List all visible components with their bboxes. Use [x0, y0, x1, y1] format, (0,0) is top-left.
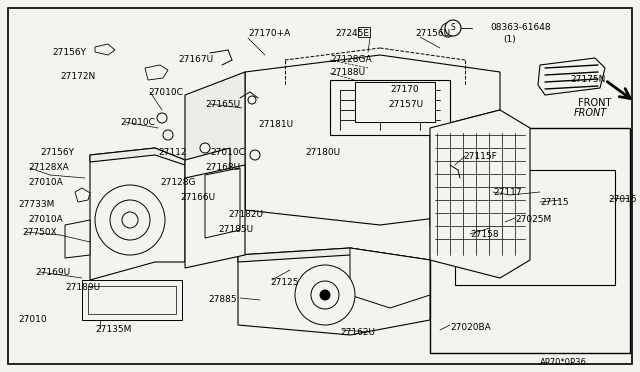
Polygon shape: [65, 220, 90, 258]
Polygon shape: [90, 148, 185, 280]
Bar: [455, 170, 615, 285]
Circle shape: [311, 281, 339, 309]
Circle shape: [95, 185, 165, 255]
Bar: [88, 286, 176, 314]
Text: 27172N: 27172N: [60, 72, 95, 81]
Circle shape: [248, 96, 256, 104]
Text: 27165U: 27165U: [205, 100, 240, 109]
Text: 27156U: 27156U: [415, 29, 450, 38]
Text: 27135M: 27135M: [95, 325, 131, 334]
Text: FRONT: FRONT: [574, 108, 607, 118]
Text: 27167U: 27167U: [178, 55, 213, 64]
Circle shape: [320, 290, 330, 300]
Polygon shape: [75, 188, 90, 202]
Bar: [330, 80, 450, 135]
Text: 27112: 27112: [158, 148, 186, 157]
Text: S: S: [451, 23, 456, 32]
Polygon shape: [95, 44, 115, 55]
Text: 27128XA: 27128XA: [28, 163, 68, 172]
Bar: [430, 128, 630, 353]
Polygon shape: [245, 55, 500, 225]
Polygon shape: [90, 148, 185, 165]
Polygon shape: [350, 248, 430, 308]
Text: 27115: 27115: [540, 198, 568, 207]
Text: 27166U: 27166U: [180, 193, 215, 202]
Circle shape: [163, 130, 173, 140]
Circle shape: [445, 20, 461, 36]
Text: 27117: 27117: [493, 188, 522, 197]
Bar: [82, 280, 182, 320]
Circle shape: [441, 23, 455, 37]
Text: 27010C: 27010C: [120, 118, 155, 127]
Text: 27182U: 27182U: [228, 210, 263, 219]
Text: 27169U: 27169U: [35, 268, 70, 277]
Text: 27181U: 27181U: [258, 120, 293, 129]
Polygon shape: [430, 110, 500, 225]
Text: 27168U: 27168U: [205, 163, 240, 172]
Text: 27750X: 27750X: [22, 228, 57, 237]
Text: (1): (1): [503, 35, 516, 44]
Text: 27175N: 27175N: [570, 75, 605, 84]
Text: 27885: 27885: [208, 295, 237, 304]
Text: 27125: 27125: [270, 278, 298, 287]
Text: 27115F: 27115F: [463, 152, 497, 161]
Text: 27733M: 27733M: [18, 200, 54, 209]
Text: 27185U: 27185U: [218, 225, 253, 234]
Polygon shape: [185, 72, 245, 230]
Text: 27188U: 27188U: [330, 68, 365, 77]
Text: 27162U: 27162U: [340, 328, 375, 337]
Text: 27156Y: 27156Y: [40, 148, 74, 157]
Text: 27025M: 27025M: [515, 215, 551, 224]
Polygon shape: [145, 65, 168, 80]
Text: 27010A: 27010A: [28, 215, 63, 224]
Text: 27156Y: 27156Y: [52, 48, 86, 57]
Polygon shape: [238, 248, 430, 265]
Text: FRONT: FRONT: [578, 98, 611, 108]
Text: 27170+A: 27170+A: [248, 29, 291, 38]
Text: 27010A: 27010A: [28, 178, 63, 187]
Text: 27170: 27170: [390, 85, 419, 94]
Polygon shape: [430, 110, 530, 278]
Text: 27010C: 27010C: [210, 148, 245, 157]
Text: 27189U: 27189U: [65, 283, 100, 292]
Circle shape: [250, 150, 260, 160]
Circle shape: [110, 200, 150, 240]
Text: 08363-61648: 08363-61648: [490, 23, 550, 32]
Polygon shape: [205, 168, 240, 238]
Bar: [358, 27, 370, 37]
Text: 27015: 27015: [608, 195, 637, 204]
Polygon shape: [185, 165, 245, 268]
Circle shape: [157, 113, 167, 123]
Text: 27010: 27010: [18, 315, 47, 324]
Polygon shape: [185, 148, 230, 180]
Text: 27128G: 27128G: [160, 178, 195, 187]
Bar: [355, 82, 435, 122]
Text: 27128GA: 27128GA: [330, 55, 372, 64]
Circle shape: [295, 265, 355, 325]
Circle shape: [200, 143, 210, 153]
Text: 27157U: 27157U: [388, 100, 423, 109]
Text: 27020BA: 27020BA: [450, 323, 491, 332]
Polygon shape: [538, 58, 605, 95]
Text: AP70*0P36: AP70*0P36: [540, 358, 587, 367]
Text: 27180U: 27180U: [305, 148, 340, 157]
Polygon shape: [238, 248, 430, 335]
Text: 27010C: 27010C: [148, 88, 183, 97]
Text: 27245E: 27245E: [335, 29, 369, 38]
Circle shape: [122, 212, 138, 228]
Text: 27158: 27158: [470, 230, 499, 239]
